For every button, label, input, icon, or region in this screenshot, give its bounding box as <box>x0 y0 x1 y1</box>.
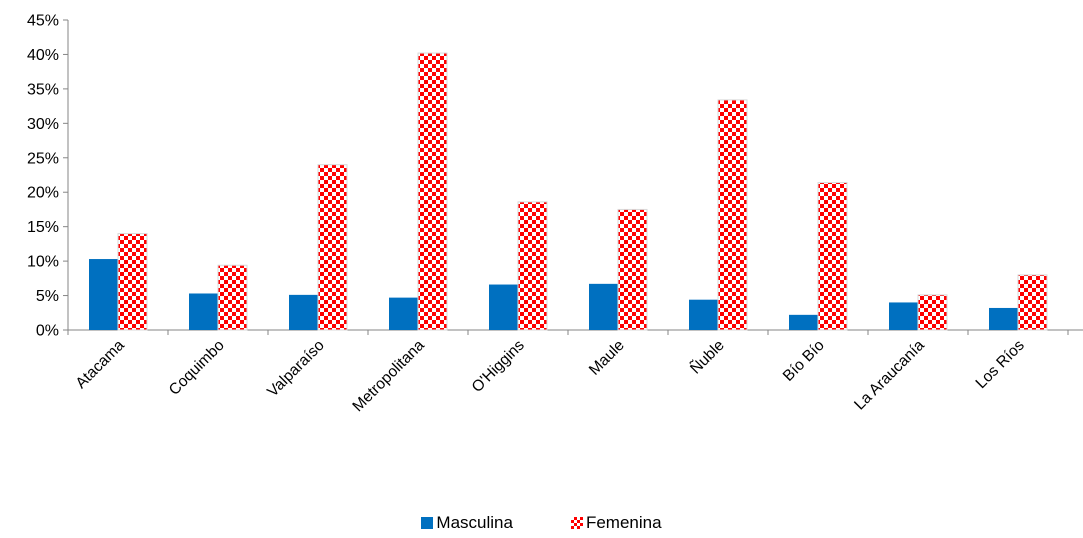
y-tick-label: 40% <box>27 47 59 64</box>
bars <box>89 52 1048 331</box>
bar-femenina <box>717 99 748 331</box>
y-axis: 0% 5% 10% 15% 20% 25% 30% 35% 40% 45% <box>27 13 69 340</box>
x-category-label: Los Ríos <box>973 337 1028 392</box>
bar-masculina <box>489 284 518 330</box>
y-tick-label: 30% <box>27 116 59 133</box>
bar-masculina <box>389 297 418 330</box>
y-tick-label: 10% <box>27 254 59 271</box>
bar-femenina <box>617 208 648 331</box>
legend-item-masculina: Masculina <box>421 513 513 533</box>
bar-masculina <box>689 299 718 330</box>
bar-femenina <box>117 233 148 331</box>
x-axis <box>67 329 1083 335</box>
legend-label-femenina: Femenina <box>585 513 662 532</box>
legend: Masculina Femenina <box>0 513 1083 533</box>
bar-masculina <box>89 259 118 330</box>
x-category-label: O'Higgins <box>469 337 528 396</box>
y-tick-label: 0% <box>36 323 59 340</box>
legend-item-femenina: Femenina <box>570 513 662 533</box>
x-category-label: La Araucanía <box>851 337 928 414</box>
y-tick-label: 45% <box>27 13 59 30</box>
legend-label-masculina: Masculina <box>436 513 513 532</box>
x-category-label: Valparaíso <box>264 337 328 401</box>
bar-femenina <box>417 52 448 331</box>
bar-femenina <box>517 201 548 331</box>
x-category-label: Maule <box>586 337 628 379</box>
x-category-label: Coquimbo <box>166 337 228 399</box>
bar-femenina <box>817 182 848 331</box>
bar-masculina <box>889 302 918 330</box>
bar-femenina <box>1017 274 1048 331</box>
x-category-label: Atacama <box>73 337 129 393</box>
bar-masculina <box>589 283 618 330</box>
category-labels: Atacama Coquimbo Valparaíso Metropolitana O'… <box>73 337 1083 416</box>
y-tick-label: 25% <box>27 150 59 167</box>
bar-femenina <box>217 264 248 331</box>
bar-masculina <box>789 314 818 330</box>
legend-swatch-femenina <box>570 517 583 529</box>
x-category-label: Bío Bío <box>780 337 828 385</box>
x-category-label: Metropolitana <box>349 337 428 416</box>
x-category-label: Ñuble <box>687 337 728 378</box>
y-tick-label: 15% <box>27 219 59 236</box>
y-tick-label: 20% <box>27 185 59 202</box>
y-tick-label: 35% <box>27 81 59 98</box>
bar-femenina <box>317 164 348 331</box>
y-tick-label: 5% <box>36 288 59 305</box>
bar-masculina <box>289 294 318 330</box>
legend-swatch-masculina <box>421 517 434 529</box>
bar-masculina <box>989 307 1018 330</box>
bar-femenina <box>917 294 948 331</box>
bar-masculina <box>189 293 218 330</box>
